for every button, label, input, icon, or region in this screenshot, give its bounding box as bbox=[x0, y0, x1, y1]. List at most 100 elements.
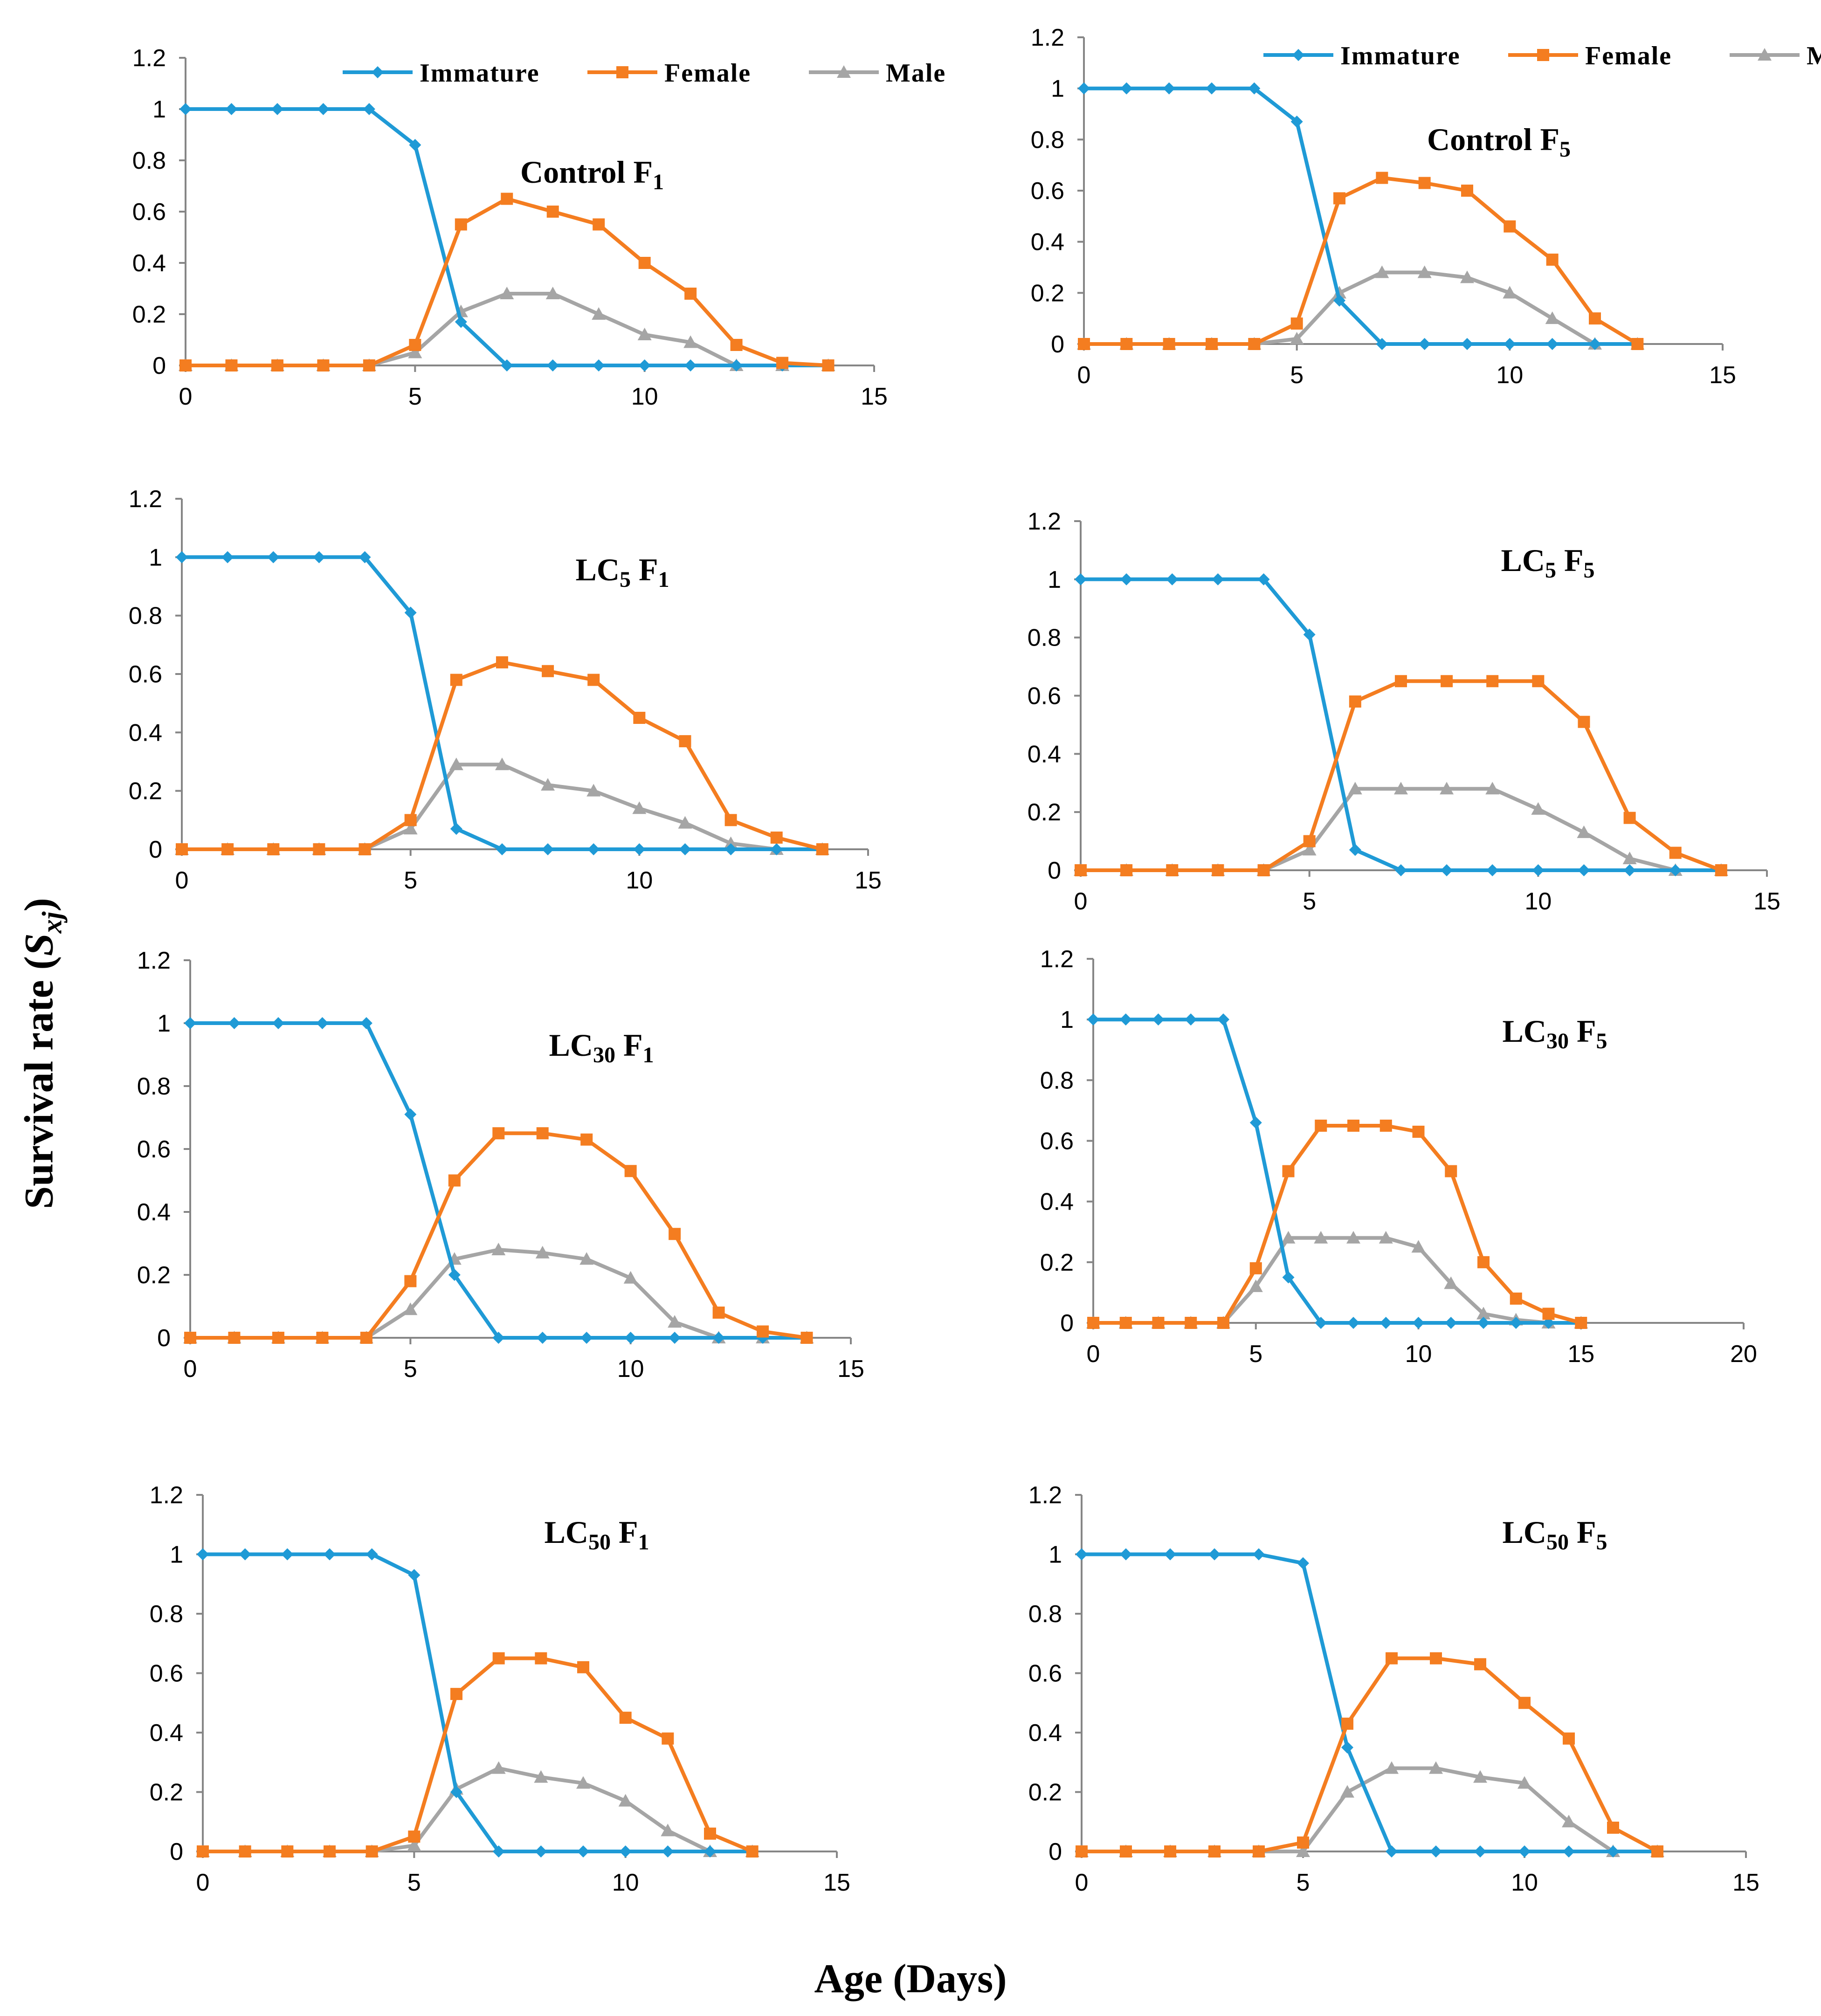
x-tick-label: 10 bbox=[612, 1869, 639, 1896]
x-tick-label: 5 bbox=[408, 383, 422, 410]
y-tick-label: 1 bbox=[157, 1010, 171, 1037]
panel-title-sub: 50 bbox=[588, 1530, 611, 1555]
point-male bbox=[1302, 843, 1317, 856]
point-female bbox=[684, 288, 697, 300]
legend-item-male: Male bbox=[809, 59, 945, 88]
panel-title-space bbox=[1556, 543, 1564, 578]
line-male bbox=[1093, 1236, 1581, 1325]
point-male bbox=[1417, 265, 1432, 278]
point-female bbox=[450, 1688, 462, 1700]
point-female bbox=[1249, 1262, 1262, 1274]
point-immature bbox=[580, 1332, 593, 1344]
point-immature bbox=[1087, 1013, 1099, 1026]
panel-title-space bbox=[1569, 1013, 1577, 1049]
point-female bbox=[228, 1332, 241, 1344]
x-tick-label: 15 bbox=[1753, 888, 1780, 915]
series-female bbox=[1076, 1652, 1663, 1858]
point-female bbox=[1532, 675, 1545, 688]
panel-title: LC30 F5 bbox=[1502, 1013, 1607, 1053]
point-female bbox=[1253, 1845, 1265, 1858]
panel-title-sub: 50 bbox=[1546, 1530, 1569, 1555]
point-male bbox=[1281, 1231, 1296, 1244]
x-tick-label: 5 bbox=[404, 1355, 417, 1383]
y-tick-label: 0.6 bbox=[1028, 1660, 1062, 1687]
series-immature bbox=[197, 1548, 759, 1858]
y-tick-label: 0.6 bbox=[132, 199, 166, 226]
point-male bbox=[534, 1770, 548, 1783]
point-male bbox=[449, 757, 463, 771]
y-axis-title-close: ) bbox=[16, 898, 62, 912]
point-immature bbox=[1315, 1317, 1327, 1329]
panel-title-main: LC bbox=[1502, 1013, 1546, 1049]
point-female bbox=[176, 843, 188, 855]
point-male bbox=[1518, 1776, 1531, 1789]
y-tick-label: 0.2 bbox=[1040, 1249, 1074, 1276]
point-female bbox=[724, 814, 737, 826]
x-tick-label: 10 bbox=[1405, 1341, 1432, 1368]
point-immature bbox=[1418, 338, 1431, 350]
point-female bbox=[1623, 812, 1636, 824]
point-immature bbox=[619, 1845, 632, 1858]
panel-title-gen-sub: 1 bbox=[658, 567, 669, 592]
point-female bbox=[1257, 864, 1270, 876]
point-female bbox=[822, 359, 835, 372]
point-immature bbox=[360, 1017, 372, 1029]
panel-title-space bbox=[631, 552, 639, 587]
point-female bbox=[1282, 1165, 1295, 1177]
point-immature bbox=[1163, 82, 1175, 95]
legend-label: Male bbox=[1807, 41, 1821, 70]
point-male bbox=[668, 1315, 682, 1328]
x-tick-label: 0 bbox=[184, 1355, 197, 1383]
point-immature bbox=[1477, 1317, 1490, 1329]
legend: Immature Female Male bbox=[1263, 41, 1821, 70]
x-tick-label: 15 bbox=[1709, 362, 1736, 389]
point-immature bbox=[1578, 864, 1590, 876]
series-immature bbox=[1075, 573, 1727, 876]
y-tick-label: 1.2 bbox=[132, 45, 166, 72]
point-immature bbox=[316, 1017, 329, 1029]
y-axis-title-main: Survival rate ( bbox=[16, 956, 62, 1209]
point-male bbox=[495, 757, 509, 771]
series-immature bbox=[184, 1017, 813, 1344]
y-tick-label: 1 bbox=[1048, 1541, 1062, 1569]
point-male bbox=[637, 328, 652, 340]
point-immature bbox=[1461, 338, 1473, 350]
panel-title: LC50 F5 bbox=[1502, 1514, 1607, 1555]
point-female bbox=[404, 814, 417, 826]
point-immature bbox=[1333, 294, 1345, 307]
panel-title: LC30 F1 bbox=[549, 1027, 654, 1067]
line-female bbox=[1081, 679, 1722, 872]
point-male bbox=[1545, 311, 1559, 324]
panel-title-main: LC bbox=[575, 552, 619, 587]
point-female bbox=[662, 1732, 674, 1745]
point-immature bbox=[450, 1786, 462, 1798]
x-tick-label: 15 bbox=[1567, 1341, 1594, 1368]
y-axis-title: Survival rate (Sxj) bbox=[16, 898, 69, 1209]
point-immature bbox=[271, 103, 283, 115]
point-immature bbox=[1206, 82, 1218, 95]
legend-item-immature: Immature bbox=[343, 59, 539, 88]
point-immature bbox=[1474, 1845, 1486, 1858]
point-immature bbox=[1546, 338, 1559, 350]
y-tick-label: 0 bbox=[152, 352, 166, 379]
panel-title: LC5 F1 bbox=[575, 552, 669, 592]
point-male bbox=[678, 816, 692, 829]
panel-title: Control F5 bbox=[1427, 122, 1571, 162]
x-tick-label: 5 bbox=[1303, 888, 1316, 915]
point-female bbox=[542, 665, 554, 677]
point-male bbox=[491, 1761, 506, 1774]
line-immature bbox=[1084, 86, 1638, 346]
point-immature bbox=[587, 843, 600, 855]
point-male bbox=[403, 1302, 418, 1315]
y-tick-label: 0.8 bbox=[132, 147, 166, 174]
point-female bbox=[197, 1845, 209, 1858]
line-immature bbox=[1082, 1552, 1657, 1853]
series-female bbox=[1078, 172, 1644, 350]
point-female bbox=[492, 1652, 505, 1665]
point-immature bbox=[404, 1108, 417, 1121]
point-female bbox=[1120, 1845, 1132, 1858]
point-female bbox=[1430, 1652, 1442, 1665]
point-immature bbox=[1217, 1013, 1229, 1026]
